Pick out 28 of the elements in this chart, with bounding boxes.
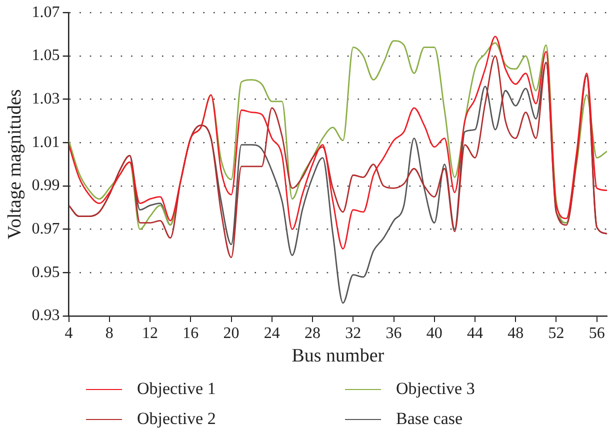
x-tick-label: 16 [182, 324, 199, 342]
x-tick-label: 12 [142, 324, 158, 342]
legend-label: Objective 2 [137, 409, 216, 429]
x-tick-label: 44 [466, 324, 483, 342]
x-tick-label: 24 [264, 324, 280, 342]
x-tick-label: 28 [304, 324, 321, 342]
y-tick-label: 1.01 [32, 134, 60, 151]
y-tick-label: 0.95 [32, 264, 60, 281]
y-tick-label: 1.03 [32, 90, 60, 108]
x-tick-label: 52 [548, 324, 564, 342]
y-tick-label: 1.07 [32, 4, 60, 21]
y-tick-label: 0.97 [32, 220, 60, 238]
y-tick-label: 0.93 [32, 307, 60, 324]
x-tick-label: 8 [105, 324, 114, 342]
x-tick-label: 4 [64, 324, 73, 342]
y-tick-label: 1.05 [32, 47, 60, 64]
x-tick-label: 36 [386, 324, 402, 342]
x-tick-label: 20 [223, 324, 240, 342]
x-tick-label: 56 [588, 324, 605, 342]
y-tick-label: 0.99 [32, 177, 60, 194]
legend-label: Base case [396, 409, 463, 429]
legend-label: Objective 3 [396, 379, 475, 399]
x-tick-label: 32 [345, 324, 362, 342]
legend-label: Objective 1 [137, 379, 216, 399]
x-tick-label: 48 [508, 324, 524, 342]
y-axis-title: Voltage magnitudes [4, 89, 26, 240]
x-tick-label: 40 [426, 324, 442, 342]
x-axis-title: Bus number [292, 346, 385, 367]
